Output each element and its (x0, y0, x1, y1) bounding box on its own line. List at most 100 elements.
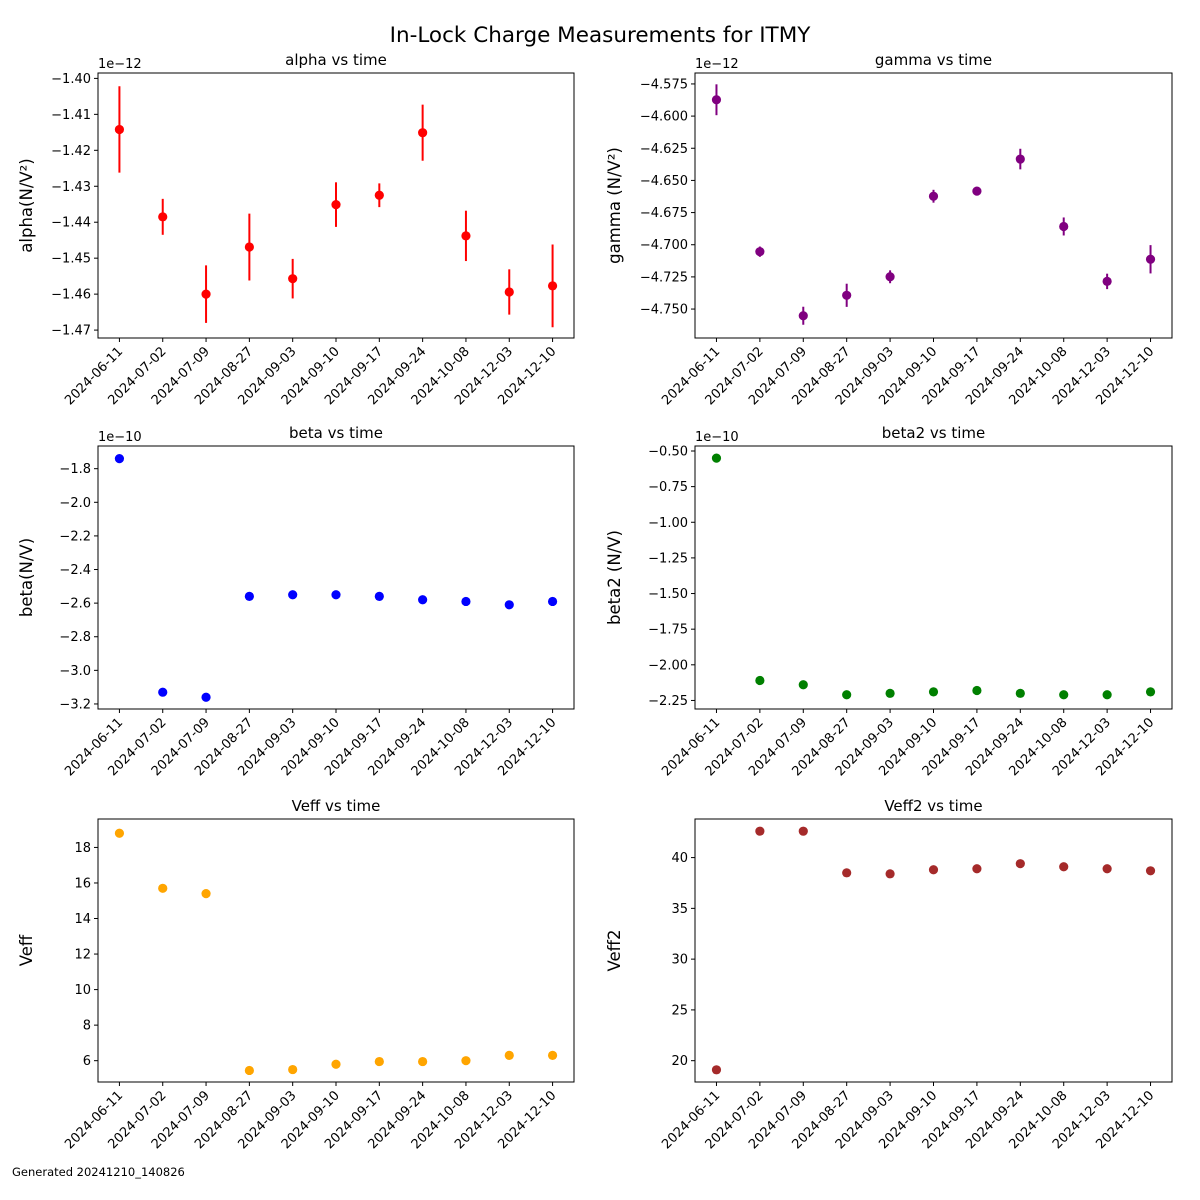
data-point (755, 675, 765, 686)
y-tick-label: −0.50 (648, 444, 688, 459)
y-tick-label: −3.2 (59, 697, 91, 712)
y-tick-label: −1.45 (51, 252, 91, 267)
data-point (798, 680, 808, 690)
data-point (374, 1056, 384, 1067)
y-tick-label: −1.8 (59, 462, 91, 477)
generated-footer: Generated 20241210_140826 (12, 1165, 185, 1179)
data-point (928, 865, 939, 875)
y-tick-label: −4.675 (640, 206, 688, 221)
y-offset-label: 1e−10 (98, 430, 142, 445)
y-tick-label: 12 (74, 948, 91, 963)
data-point (885, 272, 895, 282)
data-point (928, 687, 939, 697)
data-point (244, 242, 254, 252)
y-tick-label: −2.2 (59, 529, 91, 544)
subplot-title: gamma vs time (875, 51, 992, 69)
data-point (201, 889, 211, 899)
y-tick-label: 25 (671, 1003, 688, 1018)
subplot-title: Veff vs time (292, 797, 381, 815)
data-point (711, 453, 722, 463)
data-point (288, 590, 298, 600)
y-tick-label: −1.50 (648, 587, 688, 602)
data-point (1145, 687, 1156, 697)
y-tick-label: −2.8 (59, 630, 91, 645)
y-tick-label: −4.750 (640, 303, 688, 318)
chart-panel: Veff vs time681012141618Veff2024-06-1120… (17, 797, 575, 1152)
y-tick-label: −0.75 (648, 480, 688, 495)
y-tick-label: −2.00 (648, 658, 688, 673)
data-point (972, 685, 982, 696)
subplot-title: Veff2 vs time (884, 797, 982, 815)
data-point (711, 95, 722, 105)
y-tick-label: 40 (671, 851, 688, 866)
y-tick-label: −1.42 (51, 144, 91, 159)
data-point (461, 1056, 471, 1066)
data-point (755, 247, 765, 257)
plot-frame (97, 818, 575, 1083)
data-point (374, 591, 384, 602)
data-point (418, 128, 428, 138)
data-point (885, 869, 895, 879)
y-tick-label: −1.40 (51, 72, 91, 87)
y-tick-label: −4.700 (640, 238, 688, 253)
y-tick-label: −2.25 (648, 694, 688, 709)
chart-panel: Veff2 vs time2025303540Veff22024-06-1120… (605, 797, 1173, 1152)
data-point (331, 1059, 341, 1069)
data-point (244, 591, 254, 602)
chart-panel: beta2 vs time −0.50 −0.75 −1.00 −1.25 −1.50 −1… (605, 424, 1173, 779)
y-axis-label: alpha(N/V²) (17, 158, 36, 252)
data-point (885, 688, 895, 698)
data-point (842, 290, 852, 300)
y-tick-label: −1.25 (648, 551, 688, 566)
data-point (158, 212, 168, 222)
data-point (1102, 690, 1112, 700)
y-tick-label: −4.725 (640, 270, 688, 285)
data-point (504, 287, 514, 297)
data-point (1059, 690, 1069, 700)
chart-panel: alpha vs time −1.40 −1.41 −1.42 −1.43 −1.44 −1… (17, 51, 575, 408)
data-point (244, 1065, 254, 1076)
y-tick-label: 20 (671, 1054, 688, 1069)
subplot-title: alpha vs time (285, 51, 387, 69)
data-point (1015, 688, 1025, 698)
y-tick-label: −1.75 (648, 623, 688, 638)
data-point (201, 692, 211, 702)
data-point (547, 1050, 558, 1060)
y-tick-label: −3.0 (59, 664, 91, 679)
y-offset-label: 1e−12 (695, 57, 739, 72)
y-tick-label: −1.46 (51, 288, 91, 303)
data-point (158, 883, 168, 893)
y-tick-label: 14 (74, 912, 91, 927)
y-tick-label: −1.41 (51, 108, 91, 123)
data-point (1015, 859, 1025, 869)
data-point (201, 289, 211, 299)
data-point (288, 274, 298, 284)
y-tick-label: 16 (74, 876, 91, 891)
data-point (331, 200, 341, 210)
data-point (418, 1056, 428, 1067)
y-tick-label: −2.6 (59, 597, 91, 612)
y-offset-label: 1e−12 (98, 57, 142, 72)
y-axis-label: Veff (17, 934, 36, 966)
y-tick-label: −2.4 (59, 563, 91, 578)
y-tick-label: −1.47 (51, 324, 91, 339)
y-tick-label: −1.43 (51, 180, 91, 195)
data-point (842, 868, 852, 878)
y-tick-label: −4.600 (640, 110, 688, 125)
y-tick-label: 30 (671, 953, 688, 968)
data-point (755, 826, 765, 836)
data-point (114, 828, 125, 838)
data-point (1059, 862, 1069, 872)
y-offset-label: 1e−10 (695, 430, 739, 445)
y-axis-label: beta2 (N/V) (605, 530, 624, 625)
data-point (1102, 276, 1112, 286)
data-point (928, 191, 939, 201)
plot-frame (694, 818, 1173, 1083)
data-point (114, 454, 125, 464)
y-axis-label: gamma (N/V²) (605, 147, 624, 264)
data-point (331, 590, 341, 600)
data-point (798, 826, 808, 836)
data-point (288, 1064, 298, 1075)
subplot-title: beta vs time (289, 424, 383, 442)
